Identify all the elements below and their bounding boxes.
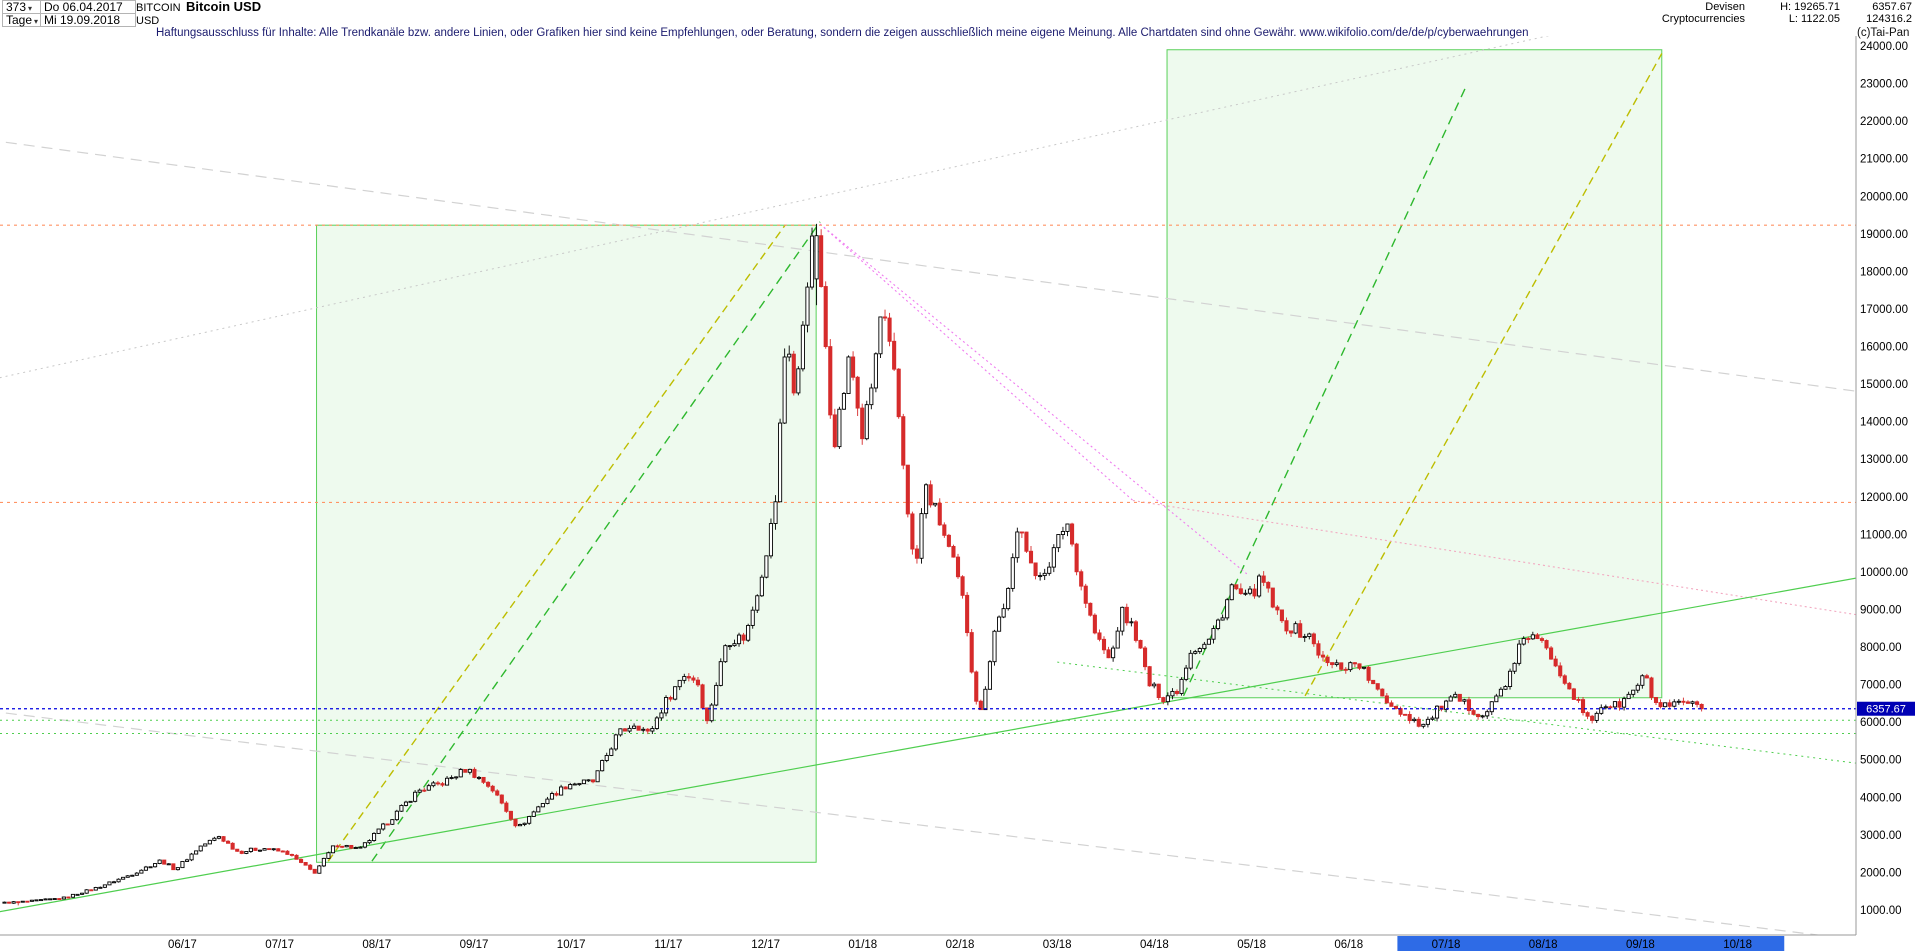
start-date-value: Do 06.04.2017 <box>44 0 123 14</box>
y-axis-label: 2000.00 <box>1860 867 1902 879</box>
period-dropdown[interactable]: Tage ▾ <box>2 13 42 27</box>
x-axis-label: 07/18 <box>1432 939 1461 951</box>
green-up-long <box>0 577 1856 913</box>
currency-code: USD <box>136 15 160 27</box>
y-axis-label: 23000.00 <box>1860 79 1908 91</box>
plot-area <box>0 36 1856 935</box>
end-date-value: Mi 19.09.2018 <box>44 13 121 27</box>
y-axis-label: 17000.00 <box>1860 304 1908 316</box>
y-axis-label: 15000.00 <box>1860 379 1908 391</box>
x-axis-label: 05/18 <box>1237 939 1266 951</box>
y-axis-label: 4000.00 <box>1860 792 1902 804</box>
x-axis-label: 11/17 <box>654 939 682 951</box>
y-axis-label: 22000.00 <box>1860 116 1908 128</box>
y-axis-label: 9000.00 <box>1860 604 1902 616</box>
gray-down-upper <box>0 140 1856 392</box>
pink-down-2 <box>819 223 1248 575</box>
y-axis-label: 10000.00 <box>1860 567 1908 579</box>
y-axis-label: 12000.00 <box>1860 492 1908 504</box>
caret-down-icon: ▾ <box>28 4 33 13</box>
y-axis-label: 24000.00 <box>1860 41 1908 53</box>
olive-up-2017 <box>327 224 786 862</box>
x-axis-label: 08/18 <box>1529 939 1558 951</box>
y-axis-label: 5000.00 <box>1860 755 1902 767</box>
x-axis-label: 09/18 <box>1626 939 1655 951</box>
period-low-label: L: 1122.05 <box>1788 13 1840 25</box>
disclaimer-text: Haftungsausschluss für Inhalte: Alle Tre… <box>156 27 1529 39</box>
x-axis-label: 06/18 <box>1334 939 1363 951</box>
trend-box-2017 <box>316 224 817 863</box>
secondary-value-readout: 124316.2 <box>1866 13 1912 25</box>
x-axis-label: 01/18 <box>848 939 877 951</box>
trend-box-2018 <box>1166 49 1663 699</box>
x-axis: 06/17 07/17 08/17 09/17 10/17 11/17 12/17 01/18… <box>168 936 1785 951</box>
bar-count-value: 373 <box>6 0 27 14</box>
x-axis-selection[interactable] <box>1397 936 1785 951</box>
y-axis-label: 13000.00 <box>1860 454 1908 466</box>
y-axis-label: 11000.00 <box>1860 529 1907 541</box>
chart-title: Bitcoin USD <box>186 0 262 14</box>
x-axis-label: 07/17 <box>265 939 294 951</box>
period-high-label: H: 19265.71 <box>1780 1 1840 13</box>
horizontal-levels <box>0 224 1856 734</box>
copyright-label: (c)Tai-Pan <box>1857 27 1910 39</box>
last-price-tag: 6357.67 <box>1857 701 1915 716</box>
last-price-readout: 6357.67 <box>1872 1 1912 13</box>
x-axis-label: 02/18 <box>946 939 975 951</box>
y-axis-label: 18000.00 <box>1860 266 1908 278</box>
green-up-2017 <box>371 221 821 862</box>
olive-up-2018 <box>1304 53 1663 697</box>
x-axis-label: 12/17 <box>751 939 780 951</box>
start-date-field[interactable]: Do 06.04.2017 <box>40 0 136 14</box>
x-axis-label: 03/18 <box>1043 939 1072 951</box>
x-axis-label: 10/18 <box>1723 939 1752 951</box>
y-axis-label: 21000.00 <box>1860 154 1908 166</box>
x-axis-label: 10/17 <box>557 939 586 951</box>
x-axis-label: 06/17 <box>168 939 197 951</box>
y-axis: 24000.00 23000.00 22000.00 21000.00 20000.00… <box>1860 41 1908 917</box>
y-axis-label: 3000.00 <box>1860 830 1902 842</box>
trend-annotations <box>0 36 1856 935</box>
caret-down-icon: ▾ <box>34 17 39 26</box>
end-date-field[interactable]: Mi 19.09.2018 <box>40 13 136 27</box>
gray-down-lower <box>0 711 1823 935</box>
y-axis-label: 8000.00 <box>1860 642 1902 654</box>
category-secondary: Cryptocurrencies <box>1661 13 1745 25</box>
axis-frame <box>0 36 1857 936</box>
trend-boxes <box>316 49 1663 863</box>
y-axis-label: 20000.00 <box>1860 191 1908 203</box>
symbol-code: BITCOIN <box>136 2 181 14</box>
x-axis-label: 04/18 <box>1140 939 1169 951</box>
y-axis-label: 19000.00 <box>1860 229 1908 241</box>
y-axis-label: 1000.00 <box>1860 905 1902 917</box>
y-axis-label: 16000.00 <box>1860 342 1908 354</box>
svg-text:6357.67: 6357.67 <box>1866 704 1906 716</box>
x-axis-label: 09/17 <box>460 939 489 951</box>
y-axis-label: 6000.00 <box>1860 717 1902 729</box>
green-down-dotted <box>1057 661 1856 764</box>
y-axis-label: 14000.00 <box>1860 417 1908 429</box>
candlestick-series <box>2 223 1704 906</box>
pink-down-1 <box>819 223 1134 501</box>
x-axis-label: 08/17 <box>362 939 391 951</box>
y-axis-label: 7000.00 <box>1860 680 1902 692</box>
period-value: Tage <box>6 13 33 27</box>
category-primary: Devisen <box>1705 1 1745 13</box>
